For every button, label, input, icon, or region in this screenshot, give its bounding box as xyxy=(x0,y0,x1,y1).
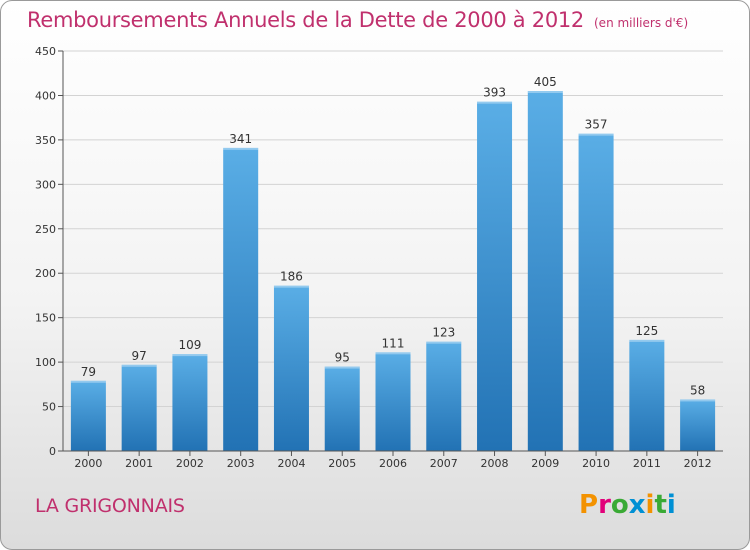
bar-highlight xyxy=(273,285,309,288)
data-label: 186 xyxy=(280,270,303,284)
data-label: 341 xyxy=(229,132,252,146)
bar-highlight xyxy=(629,339,665,342)
bar xyxy=(426,341,462,451)
bar xyxy=(121,364,157,451)
x-tick-label: 2011 xyxy=(633,457,661,470)
logo-letter: x xyxy=(628,490,646,520)
bar xyxy=(223,147,259,451)
bar-highlight xyxy=(324,366,360,369)
bar xyxy=(680,399,716,451)
logo-letter: t xyxy=(654,490,667,520)
x-tick-label: 2003 xyxy=(227,457,255,470)
bar xyxy=(375,352,411,451)
bars xyxy=(70,91,716,452)
y-tick-label: 350 xyxy=(35,134,56,147)
y-tick-label: 400 xyxy=(35,89,56,102)
data-label: 125 xyxy=(635,324,658,338)
bar xyxy=(578,133,614,451)
bar xyxy=(172,354,208,451)
proxiti-logo[interactable]: Proxiti xyxy=(579,490,676,520)
bar-highlight xyxy=(578,133,614,136)
bar xyxy=(70,380,106,451)
y-tick-label: 0 xyxy=(49,445,56,458)
data-label: 58 xyxy=(690,383,705,397)
chart-title: Remboursements Annuels de la Dette de 20… xyxy=(27,8,688,32)
data-label: 393 xyxy=(483,86,506,100)
logo-letter: i xyxy=(645,490,655,520)
data-label: 97 xyxy=(132,349,147,363)
bar-highlight xyxy=(121,364,157,367)
bar-highlight xyxy=(70,380,106,383)
y-tick-label: 200 xyxy=(35,267,56,280)
x-tick-label: 2002 xyxy=(176,457,204,470)
data-label: 79 xyxy=(81,365,96,379)
x-tick-label: 2001 xyxy=(125,457,153,470)
bar-highlight xyxy=(527,91,563,93)
chart-subtitle: (en milliers d'€) xyxy=(594,16,689,30)
data-label: 123 xyxy=(432,326,455,340)
bar xyxy=(477,101,513,452)
y-tick-label: 250 xyxy=(35,223,56,236)
bar xyxy=(629,339,665,451)
x-tick-label: 2007 xyxy=(430,457,458,470)
y-tick-label: 50 xyxy=(42,401,56,414)
data-label: 357 xyxy=(585,118,608,132)
bar-highlight xyxy=(375,352,411,355)
y-tick-label: 150 xyxy=(35,312,56,325)
bar-highlight xyxy=(426,341,462,344)
logo-letter: o xyxy=(610,490,629,520)
bar-highlight xyxy=(680,399,716,402)
x-tick-label: 2009 xyxy=(531,457,559,470)
data-label: 95 xyxy=(335,351,350,365)
logo-letter: i xyxy=(666,490,676,520)
x-tick-label: 2006 xyxy=(379,457,407,470)
x-tick-label: 2000 xyxy=(74,457,102,470)
bar xyxy=(527,91,563,451)
data-labels: 79 97 109 341 186 95 111 123 393 405 357 125 58 xyxy=(81,75,706,397)
y-axis: 0 50 100 150 200 250 300 350 400 450 xyxy=(35,45,64,458)
x-tick-label: 2004 xyxy=(277,457,305,470)
data-label: 405 xyxy=(534,75,557,89)
bar xyxy=(273,285,309,451)
data-label: 109 xyxy=(178,338,201,352)
x-tick-label: 2008 xyxy=(481,457,509,470)
x-tick-label: 2005 xyxy=(328,457,356,470)
x-axis: 2000 2001 2002 2003 2004 2005 2006 2007 2008 2009… xyxy=(63,450,723,470)
commune-name: LA GRIGONNAIS xyxy=(35,495,185,517)
bar-highlight xyxy=(223,147,259,150)
bar-highlight xyxy=(477,101,513,104)
y-tick-label: 300 xyxy=(35,178,56,191)
chart-title-text: Remboursements Annuels de la Dette de 20… xyxy=(27,8,584,32)
bar xyxy=(324,366,360,451)
y-tick-label: 450 xyxy=(35,45,56,58)
bar-highlight xyxy=(172,354,208,357)
logo-letter: P xyxy=(579,490,599,520)
logo-letter: r xyxy=(598,490,611,520)
data-label: 111 xyxy=(382,336,405,350)
x-tick-label: 2010 xyxy=(582,457,610,470)
y-tick-label: 100 xyxy=(35,356,56,369)
x-tick-label: 2012 xyxy=(684,457,712,470)
